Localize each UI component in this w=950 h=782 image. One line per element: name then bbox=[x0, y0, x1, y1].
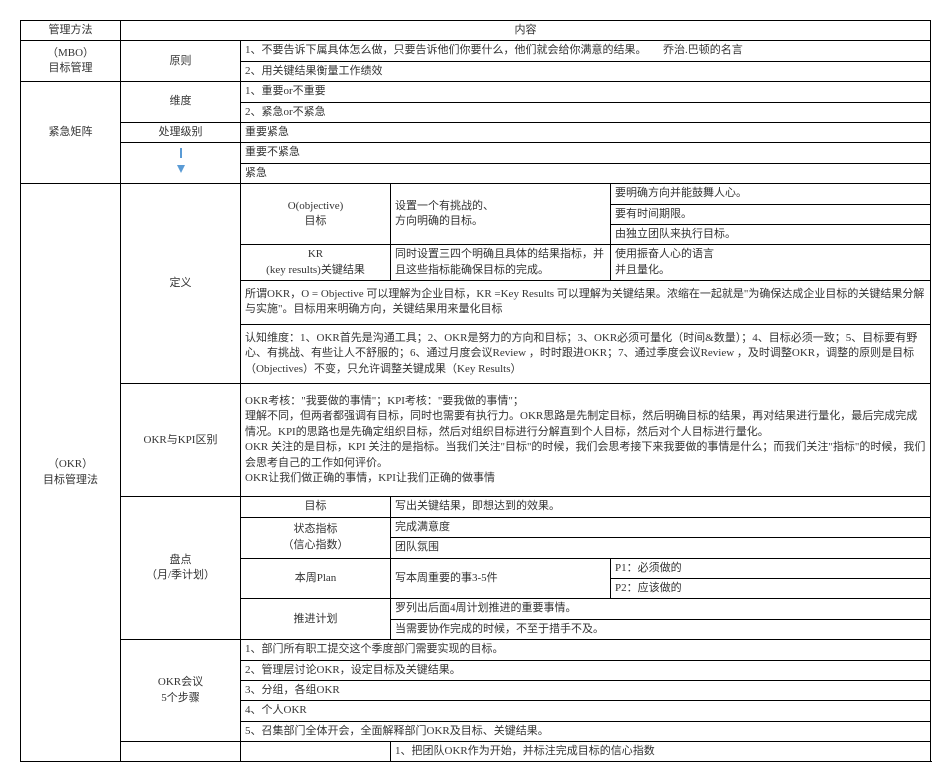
header-method: 管理方法 bbox=[21, 21, 121, 41]
meeting-r3: 3、分组，各组OKR bbox=[241, 680, 931, 700]
plan-status-r1: 完成满意度 bbox=[391, 517, 931, 537]
meeting-r5: 5、召集部门全体开会，全面解释部门OKR及目标、关键结果。 bbox=[241, 721, 931, 741]
matrix-dim1: 1、重要or不重要 bbox=[241, 82, 931, 102]
okr-kpi-label: OKR与KPI区别 bbox=[121, 384, 241, 497]
okr-last-empty2 bbox=[241, 742, 391, 762]
plan-week-p2: P2：应该做的 bbox=[611, 578, 931, 598]
okr-para2: 认知维度：1、OKR首先是沟通工具；2、OKR是努力的方向和目标；3、OKR必须… bbox=[241, 324, 931, 383]
plan-push-r2: 当需要协作完成的时候，不至于措手不及。 bbox=[391, 619, 931, 639]
mbo-principle: 原则 bbox=[121, 41, 241, 82]
okr-kr-desc: 同时设置三四个明确且具体的结果指标，并且这些指标能确保目标的完成。 bbox=[391, 245, 611, 281]
management-table: 管理方法 内容 （MBO） 目标管理 原则 1、不要告诉下属具体怎么做，只要告诉… bbox=[20, 20, 931, 762]
okr-o-label: O(objective) 目标 bbox=[241, 184, 391, 245]
okr-o-r2: 要有时间期限。 bbox=[611, 204, 931, 224]
plan-goal-text: 写出关键结果，即想达到的效果。 bbox=[391, 497, 931, 517]
okr-o-r1: 要明确方向并能鼓舞人心。 bbox=[611, 184, 931, 204]
okr-kpi-text: OKR考核："我要做的事情"；KPI考核："要我做的事情"； 理解不同，但两者都… bbox=[241, 384, 931, 497]
down-arrow-icon bbox=[121, 143, 241, 184]
okr-o-desc: 设置一个有挑战的、 方向明确的目标。 bbox=[391, 184, 611, 245]
meeting-r2: 2、管理层讨论OKR，设定目标及关键结果。 bbox=[241, 660, 931, 680]
plan-push-r1: 罗列出后面4周计划推进的重要事情。 bbox=[391, 599, 931, 619]
matrix-dimension: 维度 bbox=[121, 82, 241, 123]
okr-kr-right: 使用振奋人心的语言 并且量化。 bbox=[611, 245, 931, 281]
okr-plan-label: 盘点 （月/季计划） bbox=[121, 497, 241, 640]
okr-meeting-label: OKR会议 5个步骤 bbox=[121, 640, 241, 742]
matrix-lev1: 重要紧急 bbox=[241, 122, 931, 142]
mbo-title: （MBO） 目标管理 bbox=[21, 41, 121, 82]
matrix-level: 处理级别 bbox=[121, 122, 241, 142]
plan-week-p1: P1：必须做的 bbox=[611, 558, 931, 578]
okr-last-empty1 bbox=[121, 742, 241, 762]
matrix-dim2: 2、紧急or不紧急 bbox=[241, 102, 931, 122]
plan-status-r2: 团队氛围 bbox=[391, 538, 931, 558]
okr-title: （OKR） 目标管理法 bbox=[21, 184, 121, 762]
plan-status-label: 状态指标 （信心指数） bbox=[241, 517, 391, 558]
matrix-lev3: 紧急 bbox=[241, 163, 931, 183]
mbo-r1: 1、不要告诉下属具体怎么做，只要告诉他们你要什么，他们就会给你满意的结果。 乔治… bbox=[241, 41, 931, 61]
header-content: 内容 bbox=[121, 21, 931, 41]
meeting-r4: 4、个人OKR bbox=[241, 701, 931, 721]
plan-goal-label: 目标 bbox=[241, 497, 391, 517]
okr-para1: 所谓OKR，O = Objective 可以理解为企业目标，KR =Key Re… bbox=[241, 281, 931, 325]
plan-week-text: 写本周重要的事3-5件 bbox=[391, 558, 611, 599]
okr-last: 1、把团队OKR作为开始，并标注完成目标的信心指数 bbox=[391, 742, 931, 762]
matrix-lev2: 重要不紧急 bbox=[241, 143, 931, 163]
okr-def-label: 定义 bbox=[121, 184, 241, 384]
matrix-title: 紧急矩阵 bbox=[21, 82, 121, 184]
okr-o-r3: 由独立团队来执行目标。 bbox=[611, 224, 931, 244]
meeting-r1: 1、部门所有职工提交这个季度部门需要实现的目标。 bbox=[241, 640, 931, 660]
okr-kr-label: KR (key results)关键结果 bbox=[241, 245, 391, 281]
plan-push-label: 推进计划 bbox=[241, 599, 391, 640]
plan-week-label: 本周Plan bbox=[241, 558, 391, 599]
mbo-r2: 2、用关键结果衡量工作绩效 bbox=[241, 61, 931, 81]
